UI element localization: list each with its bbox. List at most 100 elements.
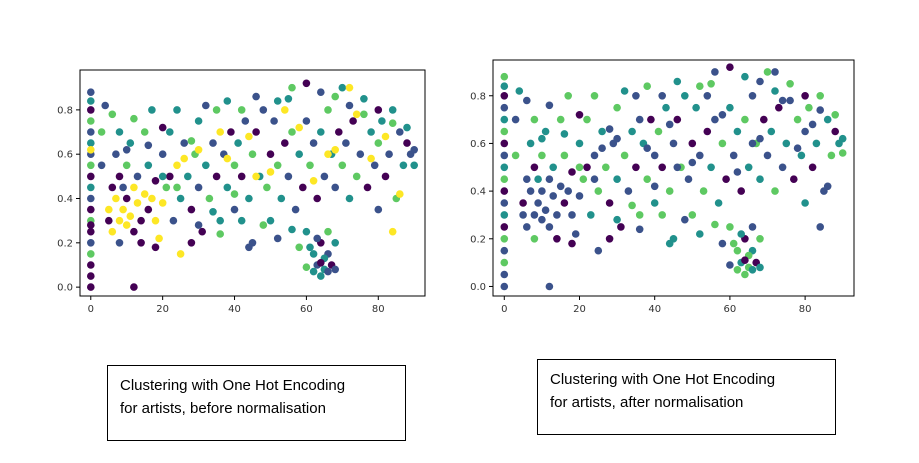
scatter-point <box>579 175 588 183</box>
scatter-point <box>97 128 106 136</box>
scatter-point <box>309 250 318 258</box>
scatter-point <box>583 163 591 172</box>
scatter-point <box>205 194 214 203</box>
scatter-point <box>823 182 832 191</box>
scatter-point <box>108 110 117 119</box>
scatter-point <box>331 92 340 101</box>
y-tick-label: 0.2 <box>57 238 73 249</box>
scatter-point <box>549 192 557 200</box>
scatter-point <box>500 103 509 112</box>
scatter-point <box>575 111 584 119</box>
scatter-point <box>115 128 124 136</box>
scatter-point <box>594 246 603 255</box>
y-tick-label: 0.4 <box>470 187 486 198</box>
scatter-point <box>665 120 674 129</box>
scatter-point <box>763 151 772 160</box>
scatter-point <box>266 150 275 158</box>
scatter-point <box>87 194 95 203</box>
scatter-point <box>248 239 257 247</box>
scatter-point <box>767 127 776 136</box>
scatter-point <box>594 187 603 195</box>
scatter-point <box>144 205 153 214</box>
scatter-point <box>500 82 509 90</box>
scatter-point <box>511 115 520 124</box>
scatter-point <box>571 230 580 238</box>
scatter-point <box>613 134 621 143</box>
scatter-point <box>733 168 742 176</box>
scatter-point <box>216 128 224 136</box>
scatter-point <box>523 96 531 105</box>
scatter-point <box>237 172 246 181</box>
scatter-point <box>302 263 311 272</box>
scatter-point <box>115 172 124 181</box>
scatter-point <box>209 139 217 147</box>
scatter-point <box>793 115 802 124</box>
scatter-point <box>756 263 764 272</box>
scatter-point <box>530 115 539 124</box>
scatter-point <box>87 221 95 229</box>
scatter-point <box>234 139 242 147</box>
scatter-point <box>760 115 768 124</box>
scatter-point <box>786 96 794 105</box>
scatter-point <box>718 139 727 148</box>
scatter-point <box>696 230 704 238</box>
scatter-point <box>302 227 311 236</box>
scatter-point <box>658 211 666 219</box>
scatter-point <box>500 139 509 148</box>
scatter-point <box>385 150 393 158</box>
scatter-point <box>696 82 704 90</box>
scatter-point <box>158 199 167 207</box>
scatter-point <box>187 205 196 214</box>
scatter-point <box>302 117 311 125</box>
scatter-point <box>526 139 535 148</box>
scatter-point <box>560 130 569 138</box>
scatter-point <box>500 223 509 231</box>
caption-after-line-2: for artists, after normalisation <box>550 394 744 411</box>
y-tick-label: 0.2 <box>470 234 486 245</box>
scatter-point <box>635 225 644 234</box>
scatter-point <box>180 154 188 163</box>
scatter-point <box>173 161 181 170</box>
scatter-point <box>711 220 719 229</box>
scatter-point <box>632 163 640 172</box>
scatter-point <box>130 283 138 291</box>
scatter-point <box>313 234 322 243</box>
scatter-point <box>101 101 109 110</box>
scatter-point <box>729 239 738 248</box>
scatter-point <box>349 117 357 125</box>
scatter-point <box>741 115 749 124</box>
scatter-point <box>140 128 149 136</box>
scatter-point <box>816 92 824 100</box>
scatter-point <box>526 187 535 195</box>
scatter-point <box>87 205 95 214</box>
scatter-point <box>534 175 542 183</box>
scatter-point <box>797 151 806 160</box>
scatter-point <box>500 258 509 267</box>
scatter-point <box>122 161 131 170</box>
scatter-point <box>703 92 712 100</box>
scatter-point <box>752 139 760 148</box>
scatter-point <box>647 115 655 124</box>
scatter-point <box>137 216 145 225</box>
scatter-point <box>324 250 332 258</box>
scatter-point <box>515 87 524 95</box>
scatter-point <box>639 139 648 148</box>
scatter-point <box>87 283 95 291</box>
scatter-point <box>148 106 156 114</box>
plot-frame <box>492 59 855 297</box>
scatter-point <box>820 187 828 195</box>
scatter-point <box>553 235 561 243</box>
scatter-point <box>726 63 734 71</box>
scatter-point <box>410 146 419 154</box>
scatter-point <box>688 139 697 148</box>
scatter-point <box>216 230 224 238</box>
scatter-point <box>699 187 708 195</box>
scatter-point <box>144 141 153 150</box>
scatter-point <box>763 68 772 76</box>
scatter-point <box>729 151 738 160</box>
scatter-point <box>284 95 293 103</box>
caption-before-line-2: for artists, before normalisation <box>120 400 326 417</box>
scatter-point <box>237 216 246 225</box>
scatter-point <box>718 111 727 119</box>
scatter-point <box>399 161 408 170</box>
